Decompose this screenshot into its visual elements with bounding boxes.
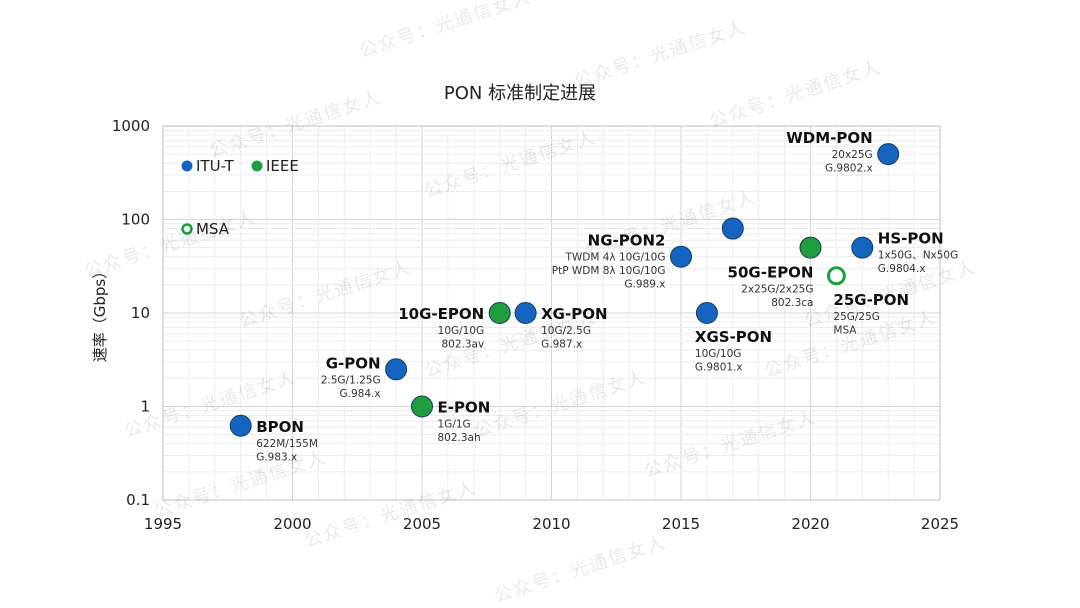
data-point-group: XG-PON 10G/2.5G G.987.x <box>514 302 608 351</box>
point-sublabel: 622M/155M <box>256 438 318 450</box>
y-tick-label: 1000 <box>112 117 150 135</box>
point-sublabel: G.9804.x <box>878 263 926 275</box>
point-label: E-PON <box>438 399 491 417</box>
point-label: XG-PON <box>541 305 607 323</box>
plot-frame <box>162 125 941 501</box>
x-tick-label: 2010 <box>532 515 570 533</box>
point-label: NG-PON2 <box>588 232 666 250</box>
data-point <box>799 236 822 259</box>
data-point <box>826 266 846 286</box>
y-tick-label: 0.1 <box>126 491 150 509</box>
point-sublabel: PtP WDM 8λ 10G/10G <box>552 265 666 277</box>
y-axis-label: 速率（Gbps） <box>91 264 109 362</box>
point-sublabel: TWDM 4λ 10G/10G <box>564 252 665 264</box>
legend: ITU-T IEEE MSA <box>181 157 299 238</box>
point-label: XGS-PON <box>695 328 772 346</box>
x-tick-label: 2005 <box>403 515 441 533</box>
point-sublabel: G.983.x <box>256 451 297 463</box>
data-point <box>851 236 874 259</box>
point-sublabel: 10G/10G <box>695 348 742 360</box>
point-sublabel: 10G/2.5G <box>541 325 591 337</box>
data-point-group: WDM-PON 20x25G G.9802.x <box>786 129 900 175</box>
chart-title: PON 标准制定进展 <box>444 83 596 104</box>
point-sublabel: G.9801.x <box>695 362 743 374</box>
data-point <box>877 143 900 166</box>
data-point <box>411 395 433 418</box>
point-label: 25G-PON <box>833 291 909 309</box>
point-sublabel: 802.3ah <box>438 432 481 444</box>
y-tick-label: 10 <box>131 304 150 322</box>
legend-marker <box>181 160 193 172</box>
data-point-group: G-PON 2.5G/1.25G G.984.x <box>321 354 408 400</box>
legend-label: MSA <box>196 220 230 238</box>
point-sublabel: 802.3ca <box>771 297 813 309</box>
point-sublabel: G.989.x <box>624 279 665 291</box>
point-label: WDM-PON <box>786 129 872 147</box>
point-label: G-PON <box>326 354 381 372</box>
legend-marker <box>251 160 263 172</box>
point-sublabel: G.9802.x <box>825 163 873 175</box>
point-sublabel: 2.5G/1.25G <box>321 374 381 386</box>
y-tick-label: 100 <box>121 211 150 229</box>
data-point <box>385 358 408 381</box>
data-point-group: 10G-EPON 10G/10G 802.3av <box>398 302 511 351</box>
data-point <box>695 302 718 324</box>
point-label: 50G-EPON <box>728 264 814 282</box>
legend-label: IEEE <box>266 157 299 175</box>
grid <box>162 125 941 501</box>
point-label: 10G-EPON <box>398 305 484 323</box>
x-tick-label: 2015 <box>662 515 700 533</box>
data-point <box>721 217 744 240</box>
data-point <box>488 302 511 324</box>
point-sublabel: MSA <box>833 324 857 336</box>
point-label: HS-PON <box>878 230 944 248</box>
point-sublabel: G.984.x <box>340 388 381 400</box>
x-tick-label: 2000 <box>273 515 311 533</box>
legend-label: ITU-T <box>196 157 235 175</box>
point-sublabel: 20x25G <box>832 149 873 161</box>
data-point <box>670 245 692 268</box>
point-label: BPON <box>256 418 304 436</box>
point-sublabel: 1x50G、Nx50G <box>878 250 958 262</box>
data-point-group: XGS-PON 10G/10G G.9801.x <box>695 302 772 374</box>
point-sublabel: 802.3av <box>441 339 484 351</box>
data-point <box>514 302 537 324</box>
point-sublabel: 10G/10G <box>438 325 485 337</box>
data-point <box>229 414 252 437</box>
point-sublabel: G.987.x <box>541 339 582 351</box>
x-tick-label: 1995 <box>144 515 182 533</box>
point-sublabel: 1G/1G <box>438 419 471 431</box>
data-point-group <box>721 217 744 240</box>
x-tick-label: 2020 <box>791 515 829 533</box>
x-tick-label: 2025 <box>921 515 959 533</box>
point-sublabel: 25G/25G <box>833 311 880 323</box>
point-sublabel: 2x25G/2x25G <box>741 284 813 296</box>
y-tick-label: 1 <box>140 398 150 416</box>
legend-marker <box>181 223 193 235</box>
